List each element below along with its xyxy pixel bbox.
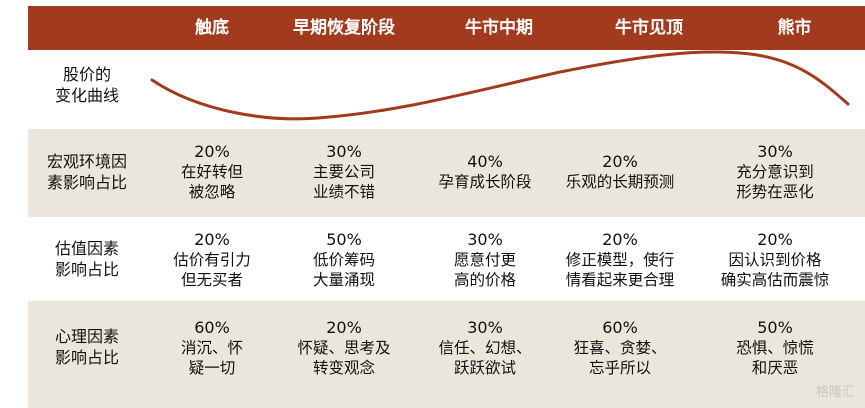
- cell-text: 恐惧、惊慌: [736, 339, 814, 357]
- cell-percent: 60%: [194, 318, 230, 337]
- stage-header-bottom: 触底: [195, 18, 229, 38]
- cell-text: 转变观念: [312, 359, 375, 377]
- cell-text: 被忽略: [188, 183, 236, 201]
- cell-text: 乐观的长期预测: [565, 173, 675, 191]
- cell-percent: 20%: [602, 230, 638, 249]
- cell-percent: 20%: [194, 230, 230, 249]
- cell-macro-bottom: 20% 在好转但 被忽略: [160, 142, 264, 202]
- row-label-macro: 宏观环境因 素影响占比: [28, 151, 146, 193]
- cell-percent: 20%: [326, 318, 362, 337]
- cell-text: 跃跃欲试: [453, 359, 516, 377]
- row-label-psychology: 心理因素 影响占比: [28, 326, 146, 368]
- row-label-line: 宏观环境因: [46, 152, 127, 171]
- row-label-line: 估值因素: [54, 239, 119, 258]
- cell-text: 高的价格: [453, 271, 516, 289]
- cell-text: 孕育成长阶段: [438, 173, 532, 191]
- row-label-price-curve: 股价的 变化曲线: [28, 64, 146, 106]
- cell-percent: 30%: [467, 230, 503, 249]
- cell-text: 但无买者: [180, 271, 243, 289]
- cell-percent: 60%: [602, 318, 638, 337]
- cell-text: 信任、幻想、: [438, 339, 532, 357]
- cell-valuation-mid-bull: 30% 愿意付更 高的价格: [410, 230, 560, 290]
- cell-text: 估价有引力: [173, 251, 251, 269]
- watermark-logo: 格隆汇: [815, 385, 855, 400]
- cell-text: 大量涌现: [312, 271, 375, 289]
- cell-percent: 50%: [326, 230, 362, 249]
- cell-percent: 40%: [467, 152, 503, 171]
- cell-percent: 30%: [757, 142, 793, 161]
- cell-text: 和厌恶: [751, 359, 799, 377]
- stage-header-mid-bull: 牛市中期: [465, 18, 533, 38]
- cell-text: 确实高估而震惊: [720, 271, 830, 289]
- stage-header-early-recovery: 早期恢复阶段: [293, 18, 395, 38]
- cell-text: 因认识到价格: [728, 251, 822, 269]
- cell-macro-mid-bull: 40% 孕育成长阶段: [410, 152, 560, 192]
- cell-text: 愿意付更: [453, 251, 516, 269]
- row-label-valuation: 估值因素 影响占比: [28, 238, 146, 280]
- cell-macro-bear: 30% 充分意识到 形势在恶化: [700, 142, 850, 202]
- row-label-line: 影响占比: [54, 348, 119, 367]
- stage-header-bar: 触底 早期恢复阶段 牛市中期 牛市见顶 熊市: [28, 6, 865, 50]
- cell-text: 修正模型，使行: [565, 251, 675, 269]
- cell-text: 消沉、怀: [180, 339, 243, 357]
- cell-text: 业绩不错: [312, 183, 375, 201]
- cell-percent: 50%: [757, 318, 793, 337]
- row-label-line: 素影响占比: [46, 173, 127, 192]
- cell-text: 主要公司: [312, 163, 375, 181]
- row-label-line: 股价的: [62, 65, 111, 84]
- row-label-line: 影响占比: [54, 260, 119, 279]
- price-curve-line: [150, 50, 850, 121]
- row-label-line: 心理因素: [54, 327, 119, 346]
- cell-text: 忘乎所以: [588, 359, 651, 377]
- row-bg-psychology: [28, 301, 865, 408]
- cell-psychology-bottom: 60% 消沉、怀 疑一切: [160, 318, 264, 378]
- cell-text: 充分意识到: [736, 163, 814, 181]
- cell-text: 狂喜、贪婪、: [573, 339, 667, 357]
- row-bg-macro: [28, 129, 865, 217]
- cell-percent: 20%: [602, 152, 638, 171]
- cell-psychology-bull-peak: 60% 狂喜、贪婪、 忘乎所以: [540, 318, 700, 378]
- stage-header-bear: 熊市: [777, 18, 812, 38]
- cell-valuation-bottom: 20% 估价有引力 但无买者: [160, 230, 264, 290]
- cell-text: 疑一切: [188, 359, 236, 377]
- cell-text: 低价筹码: [312, 251, 375, 269]
- cell-percent: 30%: [467, 318, 503, 337]
- cell-psychology-early-recovery: 20% 怀疑、思考及 转变观念: [264, 318, 424, 378]
- stage-header-bull-peak: 牛市见顶: [615, 18, 683, 38]
- cell-valuation-bull-peak: 20% 修正模型，使行 情看起来更合理: [540, 230, 700, 290]
- cell-text: 在好转但: [180, 163, 243, 181]
- cell-text: 情看起来更合理: [565, 271, 675, 289]
- cell-macro-bull-peak: 20% 乐观的长期预测: [540, 152, 700, 192]
- cell-psychology-mid-bull: 30% 信任、幻想、 跃跃欲试: [410, 318, 560, 378]
- row-label-line: 变化曲线: [54, 86, 119, 105]
- cell-text: 怀疑、思考及: [297, 339, 391, 357]
- cell-text: 形势在恶化: [736, 183, 814, 201]
- cell-percent: 30%: [326, 142, 362, 161]
- cell-psychology-bear: 50% 恐惧、惊慌 和厌恶: [700, 318, 850, 378]
- cell-macro-early-recovery: 30% 主要公司 业绩不错: [264, 142, 424, 202]
- cell-percent: 20%: [757, 230, 793, 249]
- cell-valuation-bear: 20% 因认识到价格 确实高估而震惊: [700, 230, 850, 290]
- cell-percent: 20%: [194, 142, 230, 161]
- cell-valuation-early-recovery: 50% 低价筹码 大量涌现: [264, 230, 424, 290]
